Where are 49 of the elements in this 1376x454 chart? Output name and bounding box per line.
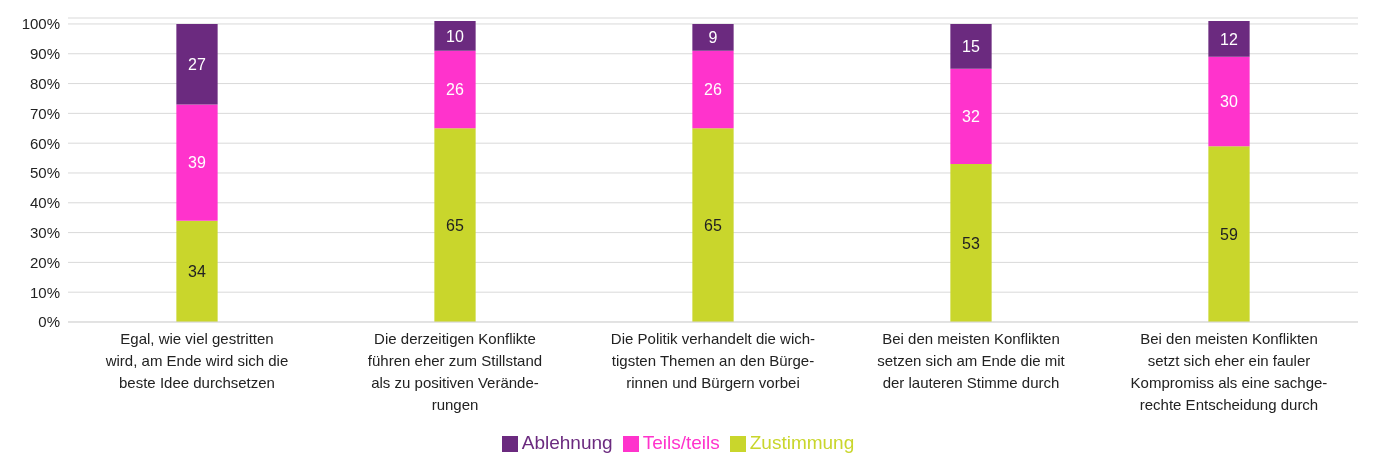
y-tick-label: 50% [29, 164, 60, 182]
y-tick-label: 0% [38, 313, 60, 331]
x-tick-label: Bei den meisten Konflikten setzt sich eher ein fauler Kompromiss als eine sachge- rechte Entscheidung durch [1130, 330, 1328, 413]
bar [950, 23, 992, 69]
data-label: 9 [708, 29, 718, 47]
bar [1208, 56, 1250, 147]
bar [1208, 146, 1250, 322]
bar [176, 220, 218, 322]
y-tick-label: 20% [29, 253, 60, 271]
x-tick-label: Egal, wie viel gestritten wird, am Ende wird sich die beste Idee durchsetzen [104, 330, 289, 391]
data-label: 27 [188, 55, 206, 73]
data-label: 34 [188, 263, 206, 281]
x-tick-label: Bei den meisten Konflikten setzen sich am Ende die mit der lauteren Stimme durch [877, 330, 1066, 391]
legend-label: Teils/teils [642, 432, 720, 453]
bar [950, 68, 992, 165]
bar [434, 50, 476, 129]
bar [434, 20, 476, 51]
y-tick-label: 100% [21, 15, 60, 33]
data-label: 65 [704, 216, 722, 234]
data-label: 26 [704, 81, 722, 99]
bar [692, 23, 734, 51]
data-label: 30 [1220, 93, 1238, 111]
bar [176, 23, 218, 105]
data-label: 39 [188, 154, 206, 172]
data-label: 12 [1220, 30, 1238, 48]
y-tick-label: 90% [29, 45, 60, 63]
legend-label: Zustimmung [749, 432, 855, 453]
legend-label: Ablehnung [521, 432, 613, 453]
y-tick-label: 10% [29, 283, 60, 301]
bar [176, 104, 218, 221]
data-label: 26 [446, 81, 464, 99]
bar [434, 128, 476, 322]
y-tick-label: 70% [29, 104, 60, 122]
data-label: 10 [446, 27, 464, 45]
bar [692, 50, 734, 129]
x-tick-label: Die Politik verhandelt die wich- tigsten Themen an den Bürge- rinnen und Bürgern vorbei [610, 330, 816, 391]
bar [1208, 20, 1250, 57]
data-label: 15 [962, 37, 980, 55]
bar [692, 128, 734, 322]
data-label: 32 [962, 108, 980, 126]
data-label: 65 [446, 216, 464, 234]
data-label: 53 [962, 234, 980, 252]
y-tick-label: 30% [29, 223, 60, 241]
y-tick-label: 60% [29, 134, 60, 152]
bar [950, 164, 992, 322]
y-tick-label: 40% [29, 194, 60, 212]
data-label: 59 [1220, 225, 1238, 243]
x-tick-label: Die derzeitigen Konflikte führen eher zum Stillstand als zu positiven Verände- rungen [367, 330, 543, 413]
y-tick-label: 80% [29, 74, 60, 92]
